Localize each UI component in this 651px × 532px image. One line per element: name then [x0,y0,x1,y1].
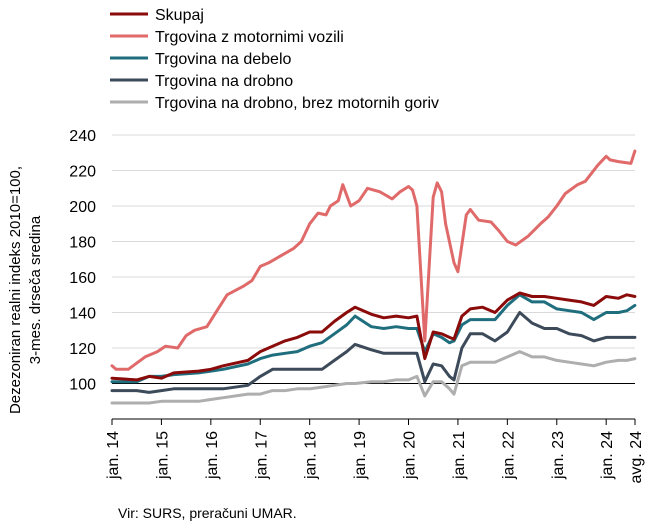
y-tick-label: 240 [69,128,96,145]
x-axis-ticks: jan. 14 jan. 15 jan. 16 jan. 17 jan. 18 jan. … [105,419,645,483]
y-tick-label: 220 [69,164,96,181]
legend-label: Trgovina na drobno [155,73,293,90]
x-tick-label: jan. 17 [253,431,270,480]
x-tick-label: jan. 15 [154,431,171,480]
source-note: Vir: SURS, preračuni UMAR. [118,505,297,521]
x-tick-label: jan. 24 [599,431,616,480]
x-tick-label: avg. 24 [628,431,645,484]
y-axis-label-line-2: 3-mes. drseča sredina [27,215,44,364]
series-lines [110,149,637,405]
x-tick-label: jan. 23 [550,431,567,480]
x-tick-label: jan. 21 [451,431,468,480]
x-tick-label: jan. 16 [204,431,221,480]
legend-label: Skupaj [155,7,204,24]
y-tick-label: 100 [69,377,96,394]
legend: Skupaj Trgovina z motornimi vozili Trgovin… [110,7,439,112]
x-tick-label: jan. 20 [402,431,419,480]
x-tick-label: jan. 14 [105,431,122,480]
x-tick-label: jan. 19 [352,431,369,480]
legend-label: Trgovina na drobno, brez motornih goriv [155,95,439,112]
series-line-4 [110,350,637,405]
y-gridlines [112,134,635,349]
legend-label: Trgovina z motornimi vozili [155,29,344,46]
x-tick-label: jan. 18 [303,431,320,480]
y-tick-label: 120 [69,341,96,358]
x-tick-label: jan. 22 [500,431,517,480]
y-tick-label: 140 [69,306,96,323]
series-line-2 [110,293,637,384]
y-tick-label: 180 [69,235,96,252]
series-line-0 [110,291,637,382]
series-line-3 [110,311,637,394]
y-tick-label: 200 [69,199,96,216]
y-tick-label: 160 [69,270,96,287]
y-axis-label-line-1: Dezezoniran realni indeks 2010=100, [7,166,24,414]
legend-label: Trgovina na debelo [155,51,291,68]
series-line-1 [110,149,637,371]
y-axis-ticks: 100 120 140 160 180 200 220 240 [69,128,96,394]
